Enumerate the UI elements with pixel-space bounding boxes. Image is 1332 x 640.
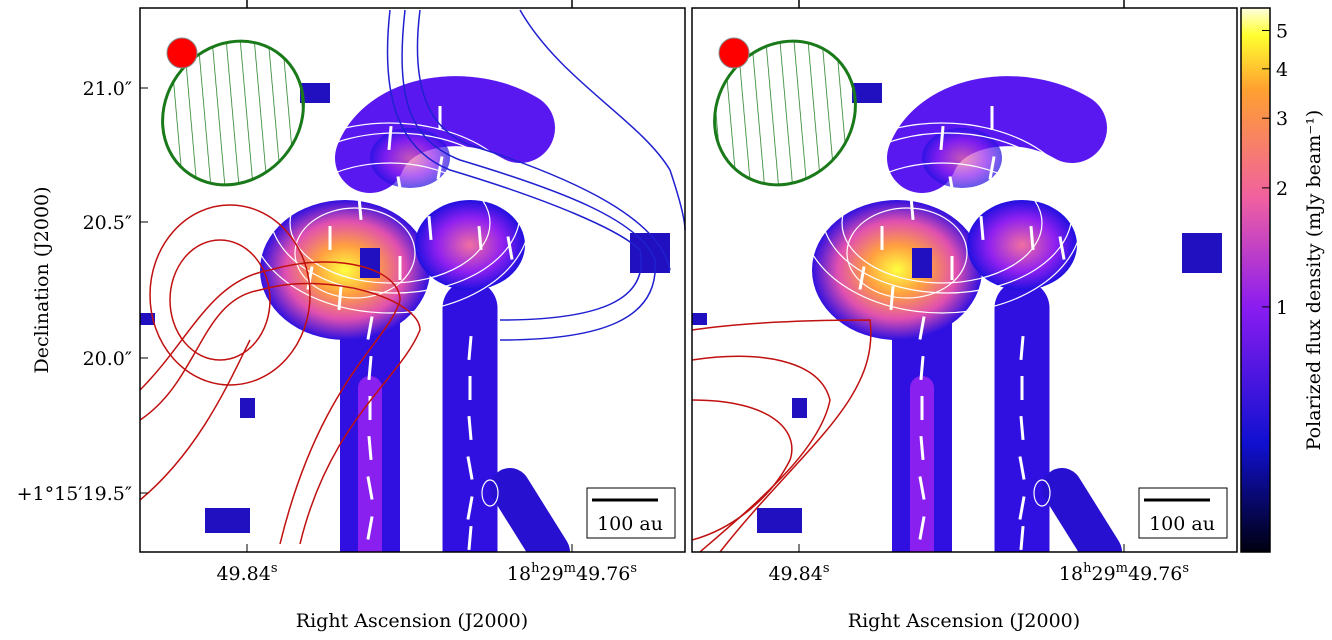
colorbar-tick-label: 1 — [1276, 297, 1288, 319]
superscript: m — [1116, 561, 1128, 576]
blue-contours — [386, 9, 686, 341]
tick-text: 18 — [507, 563, 531, 585]
tick-text: 49.84 — [216, 563, 270, 585]
x-tick-label: 18h29m49.76s — [507, 561, 637, 585]
tick-text: 49.76 — [576, 563, 630, 585]
x-tick-label: 18h29m49.76s — [1059, 561, 1189, 585]
superscript: h — [531, 561, 540, 576]
red-contours — [139, 204, 872, 553]
superscript: s — [1182, 561, 1189, 576]
tick-text: 29 — [539, 563, 563, 585]
colorbar-tick-label: 2 — [1276, 178, 1288, 200]
y-tick-label: 20.0″ — [83, 348, 132, 370]
frames — [139, 0, 1271, 553]
beam — [713, 39, 857, 187]
x-axis-label: Right Ascension (J2000) — [848, 610, 1080, 632]
tick-text: 49.84 — [768, 563, 822, 585]
beam-small — [166, 37, 198, 69]
beam — [161, 39, 305, 187]
y-tick-label: 21.0″ — [83, 78, 132, 100]
y-axis-label: Declination (J2000) — [31, 186, 53, 373]
colorbar-tick-label: 3 — [1276, 108, 1288, 130]
beam-small — [718, 37, 750, 69]
scale-box — [1138, 487, 1228, 539]
scale-bar-label: 100 au — [597, 513, 663, 535]
y-tick-label: +1°15′19.5″ — [17, 483, 132, 505]
superscript: h — [1083, 561, 1092, 576]
tick-text: 29 — [1091, 563, 1115, 585]
colorbar-tick-label: 4 — [1276, 59, 1288, 81]
superscript: m — [564, 561, 576, 576]
tick-text: 18 — [1059, 563, 1083, 585]
colorbar-label: Polarized flux density (mJy beam⁻¹) — [1303, 110, 1325, 451]
y-tick-label: 20.5″ — [83, 212, 132, 234]
superscript: s — [823, 561, 830, 576]
x-axis-label: Right Ascension (J2000) — [296, 610, 528, 632]
scale-box — [586, 487, 676, 539]
tick-text: 49.76 — [1128, 563, 1182, 585]
x-tick-label: 49.84s — [768, 561, 829, 585]
superscript: s — [630, 561, 637, 576]
superscript: s — [271, 561, 278, 576]
colorbar-tick-label: 5 — [1276, 21, 1288, 43]
x-tick-label: 49.84s — [216, 561, 277, 585]
scale-bar-label: 100 au — [1149, 513, 1215, 535]
